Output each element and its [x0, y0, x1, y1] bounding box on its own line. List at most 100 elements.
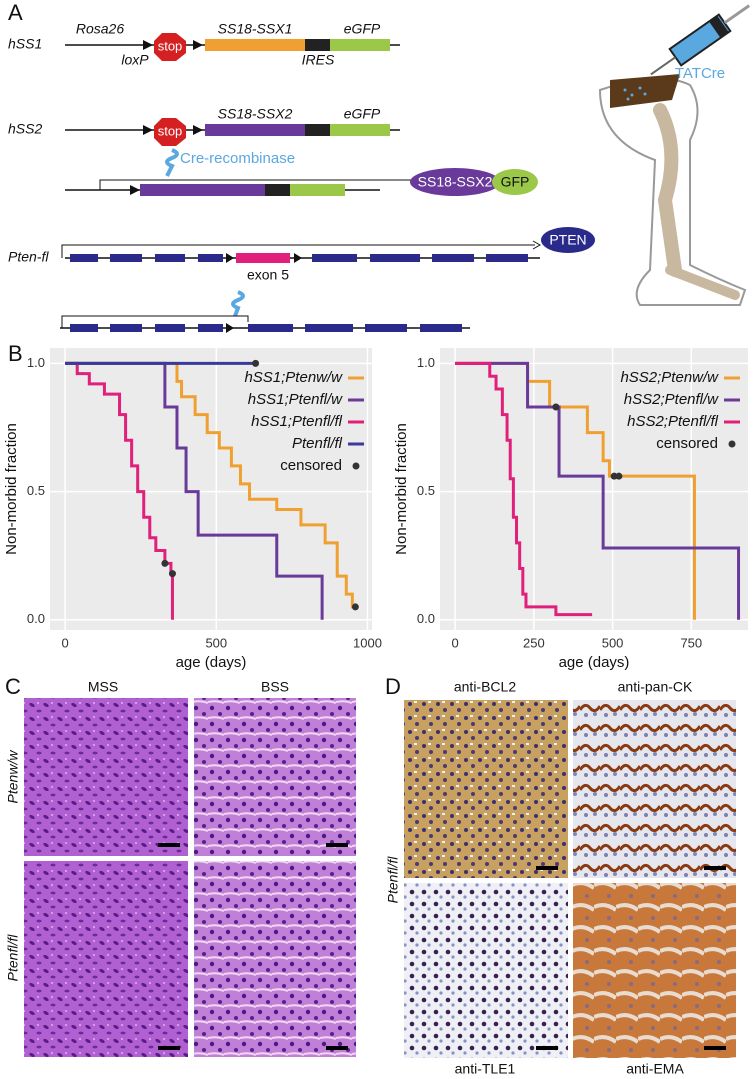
stop-sign [154, 33, 186, 61]
ires-box [305, 124, 330, 136]
legend-label: hSS2;Ptenfl/w [624, 391, 719, 408]
gene-label: SS18-SSX1 [218, 21, 293, 37]
x-tick-label: 500 [602, 635, 624, 650]
panel-label: D [385, 674, 401, 699]
y-tick-label: 0.0 [27, 611, 45, 626]
gfp-box [290, 184, 345, 196]
x-tick-label: 500 [205, 635, 227, 650]
y-tick-label: 0.5 [417, 483, 435, 498]
survival-curve [65, 361, 356, 609]
censor-mark [615, 472, 623, 480]
panel-label: C [5, 674, 21, 699]
stain-label: anti-pan-CK [618, 679, 693, 695]
gene-box [140, 184, 265, 196]
legend-label: hSS2;Ptenfl/fl [627, 413, 719, 430]
row-label: Ptenfl/fl [385, 856, 401, 904]
loxp-sites [226, 253, 302, 263]
scale-bars [158, 843, 348, 1050]
loxp-site [130, 185, 140, 195]
transcript-arrow [61, 244, 535, 258]
y-axis-label: Non-morbid fraction [393, 423, 410, 555]
cre-icon [165, 148, 179, 177]
exon-label: exon 5 [247, 267, 289, 283]
reporter-label: eGFP [344, 106, 381, 122]
scale-bars [536, 866, 726, 1050]
legend-label: censored [656, 435, 718, 452]
stain-label: anti-EMA [626, 1061, 684, 1077]
legend-label: hSS1;Ptenfl/w [248, 391, 343, 408]
reporter-label: eGFP [344, 21, 381, 37]
panel-label: A [8, 0, 23, 25]
legend-label: censored [280, 457, 342, 474]
x-axis-label: age (days) [176, 654, 247, 671]
x-axis-label: age (days) [559, 654, 630, 671]
micrograph [24, 861, 188, 1057]
cre-icon [231, 290, 245, 317]
protein-oval [492, 169, 538, 195]
y-tick-label: 0.5 [27, 483, 45, 498]
injection-label: TATCre [675, 65, 725, 82]
arrow-head [532, 240, 542, 250]
legend-label: hSS1;Ptenw/w [244, 369, 343, 386]
gfp-box [330, 39, 390, 51]
legend-label: Ptenfl/fl [292, 435, 343, 452]
stop-sign [154, 118, 186, 146]
stop-text: stop [158, 123, 183, 138]
loxp-label: loxP [121, 52, 149, 68]
stain-label: anti-TLE1 [455, 1061, 516, 1077]
censor-mark [252, 359, 260, 367]
micrograph [573, 883, 736, 1058]
x-tick-label: 1000 [353, 635, 382, 650]
micrograph [404, 883, 568, 1058]
censor-mark [168, 570, 176, 578]
micrograph [194, 698, 356, 856]
x-tick-label: 0 [62, 635, 69, 650]
product: PTEN [549, 232, 586, 248]
legend-swatch [728, 440, 736, 448]
stain-label: anti-BCL2 [454, 679, 516, 695]
cre-label: Cre-recombinase [180, 150, 295, 167]
x-tick-label: 750 [680, 635, 702, 650]
product: SS18-SSX2 [418, 174, 493, 190]
censor-mark [552, 403, 560, 411]
ires-box [305, 39, 330, 51]
micrograph [194, 861, 356, 1057]
y-tick-label: 0.0 [417, 611, 435, 626]
protein-oval [410, 168, 500, 196]
panel-c: C MSS BSS Ptenw/w Ptenfl/fl [5, 674, 356, 1057]
legend-swatch [352, 462, 360, 470]
survival-curve [65, 361, 324, 620]
legend-label: hSS1;Ptenfl/fl [251, 413, 343, 430]
censor-mark [161, 559, 169, 567]
gene-label: SS18-SSX2 [218, 106, 293, 122]
micrograph [573, 700, 736, 878]
exons [70, 254, 528, 262]
product: GFP [501, 174, 530, 190]
survival-curve [455, 361, 593, 617]
promoter: Rosa26 [76, 21, 124, 37]
x-tick-label: 0 [451, 635, 458, 650]
panel-label: B [8, 341, 23, 366]
survival-charts: 0.0 0.5 1.0 0 500 1000 age (days) Non-morbid fr… [3, 348, 748, 671]
micrograph [404, 700, 568, 878]
ires-label: IRES [302, 52, 335, 68]
exons [70, 324, 462, 332]
column-label: BSS [261, 679, 289, 695]
survival-curve [455, 361, 741, 620]
construct-label: hSS1 [8, 36, 42, 52]
panel-a: A hSS1 stop Rosa26 SS18-SSX1 eGFP loxP I… [8, 0, 751, 333]
construct-label: Pten-fl [8, 249, 49, 265]
exon-5 [236, 253, 290, 263]
plot-background [440, 348, 748, 630]
ires-box [265, 184, 290, 196]
legend-label: hSS2;Ptenw/w [620, 369, 719, 386]
truncated-transcript [61, 315, 249, 328]
y-tick-label: 1.0 [27, 355, 45, 370]
survival-curve [65, 361, 174, 620]
transcript-arrow [99, 179, 500, 190]
censor-mark [351, 603, 359, 611]
column-label: MSS [88, 679, 118, 695]
gene-box [205, 39, 305, 51]
y-tick-label: 1.0 [417, 355, 435, 370]
